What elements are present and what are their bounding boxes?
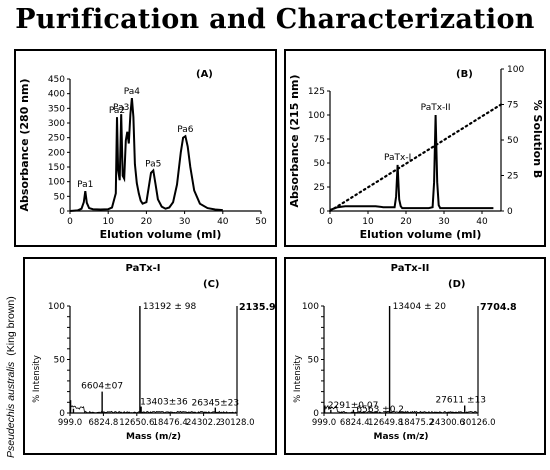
panel-a: 0 10 20 30 40 50 0 50 100 150 200 250 300 350 400 450 (A…	[14, 49, 277, 247]
x-tick-label-c: 12650.6	[119, 418, 154, 428]
peak-label-a: Pa4	[124, 87, 141, 97]
panel-b: 0 10 20 30 40 0 25 50 75 100 125 0 25 50 75 100 (B) PaTx-…	[284, 49, 546, 247]
peak-label-a: Pa5	[145, 160, 161, 170]
peak-label-a: Pa1	[77, 180, 93, 190]
spectrum-title-d: PaTx-II	[391, 263, 430, 274]
y2-tick-label-b: 50	[507, 136, 519, 146]
x-tick-label-c: 30128.0	[219, 418, 254, 428]
y-tick-label-a: 0	[59, 207, 65, 217]
y-tick-label-b: 125	[308, 87, 325, 97]
x-tick-label-d: 999.0	[312, 418, 336, 428]
x-tick-label-a: 0	[67, 217, 73, 227]
series-line-b	[330, 115, 493, 210]
y-tick-label-c: 50	[54, 356, 66, 366]
chart-c: 0 50 100 999.0 6824.8 12650.618476.424302.230…	[25, 259, 275, 453]
peak-label-a: Pa3	[113, 103, 129, 113]
y2-tick-label-b: 0	[507, 207, 513, 217]
peak-label-a: Pa6	[177, 125, 194, 135]
peak-label-b: PaTx-I	[384, 153, 411, 163]
species-common-name: (King brown)	[5, 296, 17, 356]
x-tick-label-a: 30	[179, 217, 191, 227]
chart-b: 0 10 20 30 40 0 25 50 75 100 125 0 25 50 75 100 (B) PaTx-…	[286, 51, 544, 245]
y-tick-label-a: 300	[48, 119, 65, 129]
x-tick-label-b: 10	[362, 217, 374, 227]
y-tick-label-b: 100	[308, 111, 325, 121]
x-tick-label-a: 20	[141, 217, 153, 227]
x-axis-label-a: Elution volume (ml)	[100, 228, 222, 241]
y-axis-label-b: Absorbance (215 nm)	[288, 75, 301, 208]
x-tick-label-c: 6824.8	[89, 418, 119, 428]
series-line-a	[70, 98, 223, 211]
x-axis-label-d: Mass (m/z)	[373, 432, 428, 442]
x-tick-label-c: 18476.4	[153, 418, 188, 428]
peak-label-b: PaTx-II	[421, 103, 451, 113]
x-tick-label-c: 24302.2	[186, 418, 221, 428]
species-name: Pseudechis australis	[5, 361, 17, 458]
panel-label-d: (D)	[448, 279, 465, 290]
x-tick-label-b: 20	[400, 217, 412, 227]
y2-tick-label-b: 100	[507, 65, 524, 75]
peak-label-c: 6604±07	[81, 382, 123, 392]
y-tick-label-a: 450	[48, 75, 65, 85]
x-tick-label-a: 50	[255, 217, 267, 227]
y2-tick-label-b: 25	[507, 172, 518, 182]
y-tick-label-a: 400	[48, 90, 65, 100]
gradient-line-b	[330, 105, 501, 212]
svg-text:Pseudechis australis (Ki: Pseudechis australis (King brown)	[5, 296, 17, 458]
peak-label-d: 6563 ±0.2	[356, 405, 404, 415]
panel-d: 0 50 100 999.0 6824.4 12649.8 18475.2 24300.6 30…	[284, 257, 546, 455]
max-intensity-label-d: 7704.8	[480, 302, 517, 313]
y-tick-label-a: 50	[54, 192, 66, 202]
panel-label-a: (A)	[196, 69, 213, 80]
panel-label-c: (C)	[203, 279, 219, 290]
x-axis-label-b: Elution volume (ml)	[360, 228, 482, 241]
y-axis-label-a: Absorbance (280 nm)	[18, 79, 31, 212]
y-tick-label-a: 250	[48, 134, 65, 144]
spectrum-title-c: PaTx-I	[126, 263, 161, 274]
y-tick-label-b: 50	[314, 159, 326, 169]
panel-c: 0 50 100 999.0 6824.8 12650.6 18476.4 24302.2 30…	[23, 257, 277, 455]
peak-label-c: 13192 ± 98	[143, 302, 197, 312]
y-axis-label-d: % Intensity	[293, 355, 303, 403]
x-tick-label-a: 10	[102, 217, 114, 227]
x-tick-label-b: 30	[438, 217, 450, 227]
page-title: Purification and Characterization	[0, 0, 550, 40]
x-tick-label-a: 40	[217, 217, 229, 227]
x-tick-label-d: 6824.4	[340, 418, 370, 428]
y-tick-label-d: 100	[302, 302, 319, 312]
y-tick-label-b: 25	[314, 183, 325, 193]
y2-axis-label-b: % Solution B	[531, 100, 544, 179]
y-tick-label-b: 0	[319, 207, 325, 217]
peak-label-c: 26345±23	[191, 399, 239, 409]
y-tick-label-a: 150	[48, 163, 65, 173]
max-intensity-label-c: 2135.9	[239, 302, 275, 313]
x-tick-label-b: 40	[476, 217, 488, 227]
x-tick-label-d: 30126.0	[460, 418, 495, 428]
y-tick-label-a: 200	[48, 148, 65, 158]
x-axis-label-c: Mass (m/z)	[126, 432, 181, 442]
peak-label-c: 13403±36	[140, 398, 188, 408]
peak-label-d: 13404 ± 20	[393, 302, 447, 312]
chart-a: 0 10 20 30 40 50 0 50 100 150 200 250 300 350 400 450 (A…	[16, 51, 275, 245]
y-axis-label-c: % Intensity	[32, 355, 42, 403]
y-tick-label-a: 350	[48, 104, 65, 114]
x-tick-label-b: 0	[327, 217, 333, 227]
y2-tick-label-b: 75	[507, 101, 518, 111]
y-tick-label-a: 100	[48, 178, 65, 188]
x-tick-label-c: 999.0	[58, 418, 82, 428]
peak-label-d: 27611 ±13	[435, 396, 485, 406]
y-tick-label-b: 75	[314, 135, 325, 145]
panel-label-b: (B)	[456, 69, 473, 80]
chart-d: 0 50 100 999.0 6824.412649.818475.224300.630…	[286, 259, 544, 453]
y-tick-label-c: 100	[48, 302, 65, 312]
y-tick-label-d: 50	[308, 356, 320, 366]
